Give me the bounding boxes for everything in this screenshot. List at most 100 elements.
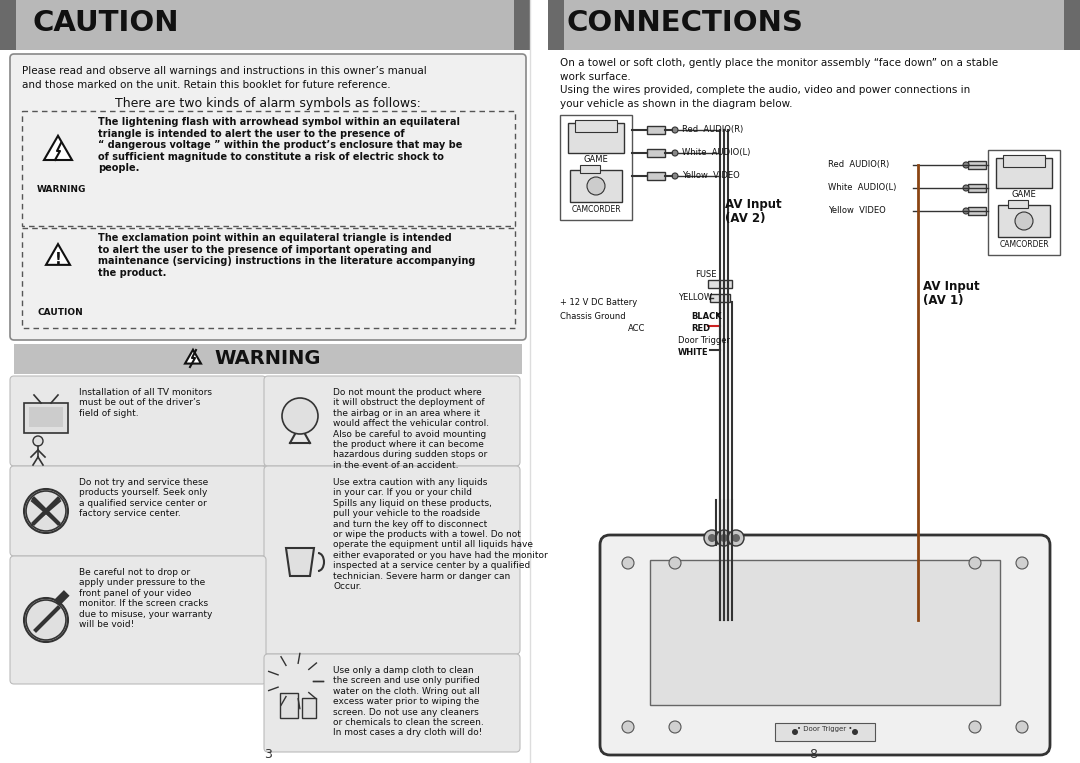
FancyBboxPatch shape: [10, 556, 266, 684]
Bar: [647, 149, 665, 157]
Text: • Door Trigger •: • Door Trigger •: [797, 726, 853, 732]
Bar: [647, 126, 665, 134]
Text: AV Input: AV Input: [923, 280, 980, 293]
Circle shape: [704, 530, 720, 546]
Bar: [575, 120, 617, 132]
Text: White  AUDIO(L): White AUDIO(L): [681, 148, 751, 157]
Circle shape: [1016, 721, 1028, 733]
Circle shape: [622, 721, 634, 733]
Text: CONNECTIONS: CONNECTIONS: [566, 9, 802, 37]
Bar: [570, 170, 622, 202]
Circle shape: [669, 721, 681, 733]
Circle shape: [669, 557, 681, 569]
Circle shape: [24, 598, 68, 642]
Polygon shape: [46, 244, 70, 265]
Circle shape: [708, 534, 716, 542]
Text: Yellow  VIDEO: Yellow VIDEO: [828, 206, 886, 215]
Bar: [29, 407, 63, 427]
Text: (AV 1): (AV 1): [923, 294, 963, 307]
Bar: [708, 280, 732, 288]
Text: WARNING: WARNING: [215, 349, 321, 368]
Bar: [775, 723, 875, 741]
Text: Use extra caution with any liquids
in your car. If you or your child
Spills any : Use extra caution with any liquids in yo…: [333, 478, 548, 591]
Text: WHITE: WHITE: [678, 348, 708, 357]
Text: Do not try and service these
products yourself. Seek only
a qualified service ce: Do not try and service these products yo…: [79, 478, 208, 518]
Circle shape: [33, 436, 43, 446]
Circle shape: [716, 530, 732, 546]
Bar: [280, 693, 298, 718]
Text: The lightening flash with arrowhead symbol within an equilateral
triangle is int: The lightening flash with arrowhead symb…: [98, 117, 462, 173]
Text: The exclamation point within an equilateral triangle is intended
to alert the us: The exclamation point within an equilate…: [98, 233, 475, 278]
Circle shape: [672, 150, 678, 156]
Text: GAME: GAME: [1012, 190, 1037, 199]
Bar: [54, 590, 69, 606]
Polygon shape: [185, 349, 201, 364]
Bar: [514, 0, 530, 50]
Text: White  AUDIO(L): White AUDIO(L): [828, 183, 896, 192]
Circle shape: [1016, 557, 1028, 569]
Circle shape: [720, 534, 728, 542]
Bar: [968, 207, 986, 215]
Bar: [561, 115, 632, 220]
Circle shape: [728, 530, 744, 546]
Text: Be careful not to drop or
apply under pressure to the
front panel of your video
: Be careful not to drop or apply under pr…: [79, 568, 213, 629]
Bar: [568, 123, 624, 153]
Text: CAUTION: CAUTION: [37, 308, 83, 317]
Circle shape: [969, 557, 981, 569]
Circle shape: [852, 729, 858, 735]
Text: Please read and observe all warnings and instructions in this owner’s manual: Please read and observe all warnings and…: [22, 66, 427, 76]
Bar: [968, 161, 986, 169]
Bar: [647, 172, 665, 180]
Circle shape: [282, 398, 318, 434]
Text: Chassis Ground: Chassis Ground: [561, 312, 625, 321]
Circle shape: [792, 729, 798, 735]
Circle shape: [672, 127, 678, 133]
FancyBboxPatch shape: [10, 54, 526, 340]
Text: GAME: GAME: [583, 155, 608, 164]
Circle shape: [24, 489, 68, 533]
Text: There are two kinds of alarm symbols as follows:: There are two kinds of alarm symbols as …: [116, 97, 421, 110]
Bar: [1003, 155, 1045, 167]
Text: ACC: ACC: [627, 324, 646, 333]
Text: + 12 V DC Battery: + 12 V DC Battery: [561, 298, 637, 307]
Bar: [998, 205, 1050, 237]
Bar: [1008, 200, 1028, 208]
Circle shape: [963, 208, 969, 214]
Circle shape: [1015, 212, 1032, 230]
Bar: [1064, 0, 1080, 50]
Text: YELLOW: YELLOW: [678, 293, 712, 302]
Bar: [548, 0, 564, 50]
Bar: [22, 228, 515, 328]
Text: 8: 8: [809, 748, 816, 761]
Bar: [0, 0, 16, 50]
Text: RED: RED: [691, 324, 711, 333]
Bar: [988, 150, 1059, 255]
FancyBboxPatch shape: [264, 466, 519, 654]
FancyBboxPatch shape: [600, 535, 1050, 755]
Text: Red  AUDIO(R): Red AUDIO(R): [681, 125, 743, 134]
Bar: [710, 294, 730, 302]
Bar: [650, 560, 1000, 705]
Text: your vehicle as shown in the diagram below.: your vehicle as shown in the diagram bel…: [561, 99, 793, 109]
Text: (AV 2): (AV 2): [725, 212, 766, 225]
Text: and those marked on the unit. Retain this booklet for future reference.: and those marked on the unit. Retain thi…: [22, 80, 391, 90]
FancyBboxPatch shape: [10, 466, 266, 556]
Text: WARNING: WARNING: [37, 185, 86, 194]
Text: CAMCORDER: CAMCORDER: [999, 240, 1049, 249]
Text: Red  AUDIO(R): Red AUDIO(R): [828, 160, 889, 169]
Text: work surface.: work surface.: [561, 72, 631, 82]
FancyBboxPatch shape: [10, 376, 266, 466]
Text: On a towel or soft cloth, gently place the monitor assembly “face down” on a sta: On a towel or soft cloth, gently place t…: [561, 58, 998, 68]
Text: 3: 3: [265, 748, 272, 761]
Text: Installation of all TV monitors
must be out of the driver’s
field of sight.: Installation of all TV monitors must be …: [79, 388, 212, 418]
FancyBboxPatch shape: [264, 376, 519, 466]
Circle shape: [732, 534, 740, 542]
Circle shape: [963, 162, 969, 168]
Polygon shape: [44, 136, 72, 160]
Bar: [0, 0, 530, 50]
Text: Door Trigger: Door Trigger: [678, 336, 730, 345]
Text: CAMCORDER: CAMCORDER: [571, 205, 621, 214]
Text: Using the wires provided, complete the audio, video and power connections in: Using the wires provided, complete the a…: [561, 85, 970, 95]
Text: Yellow  VIDEO: Yellow VIDEO: [681, 171, 740, 180]
Circle shape: [672, 173, 678, 179]
